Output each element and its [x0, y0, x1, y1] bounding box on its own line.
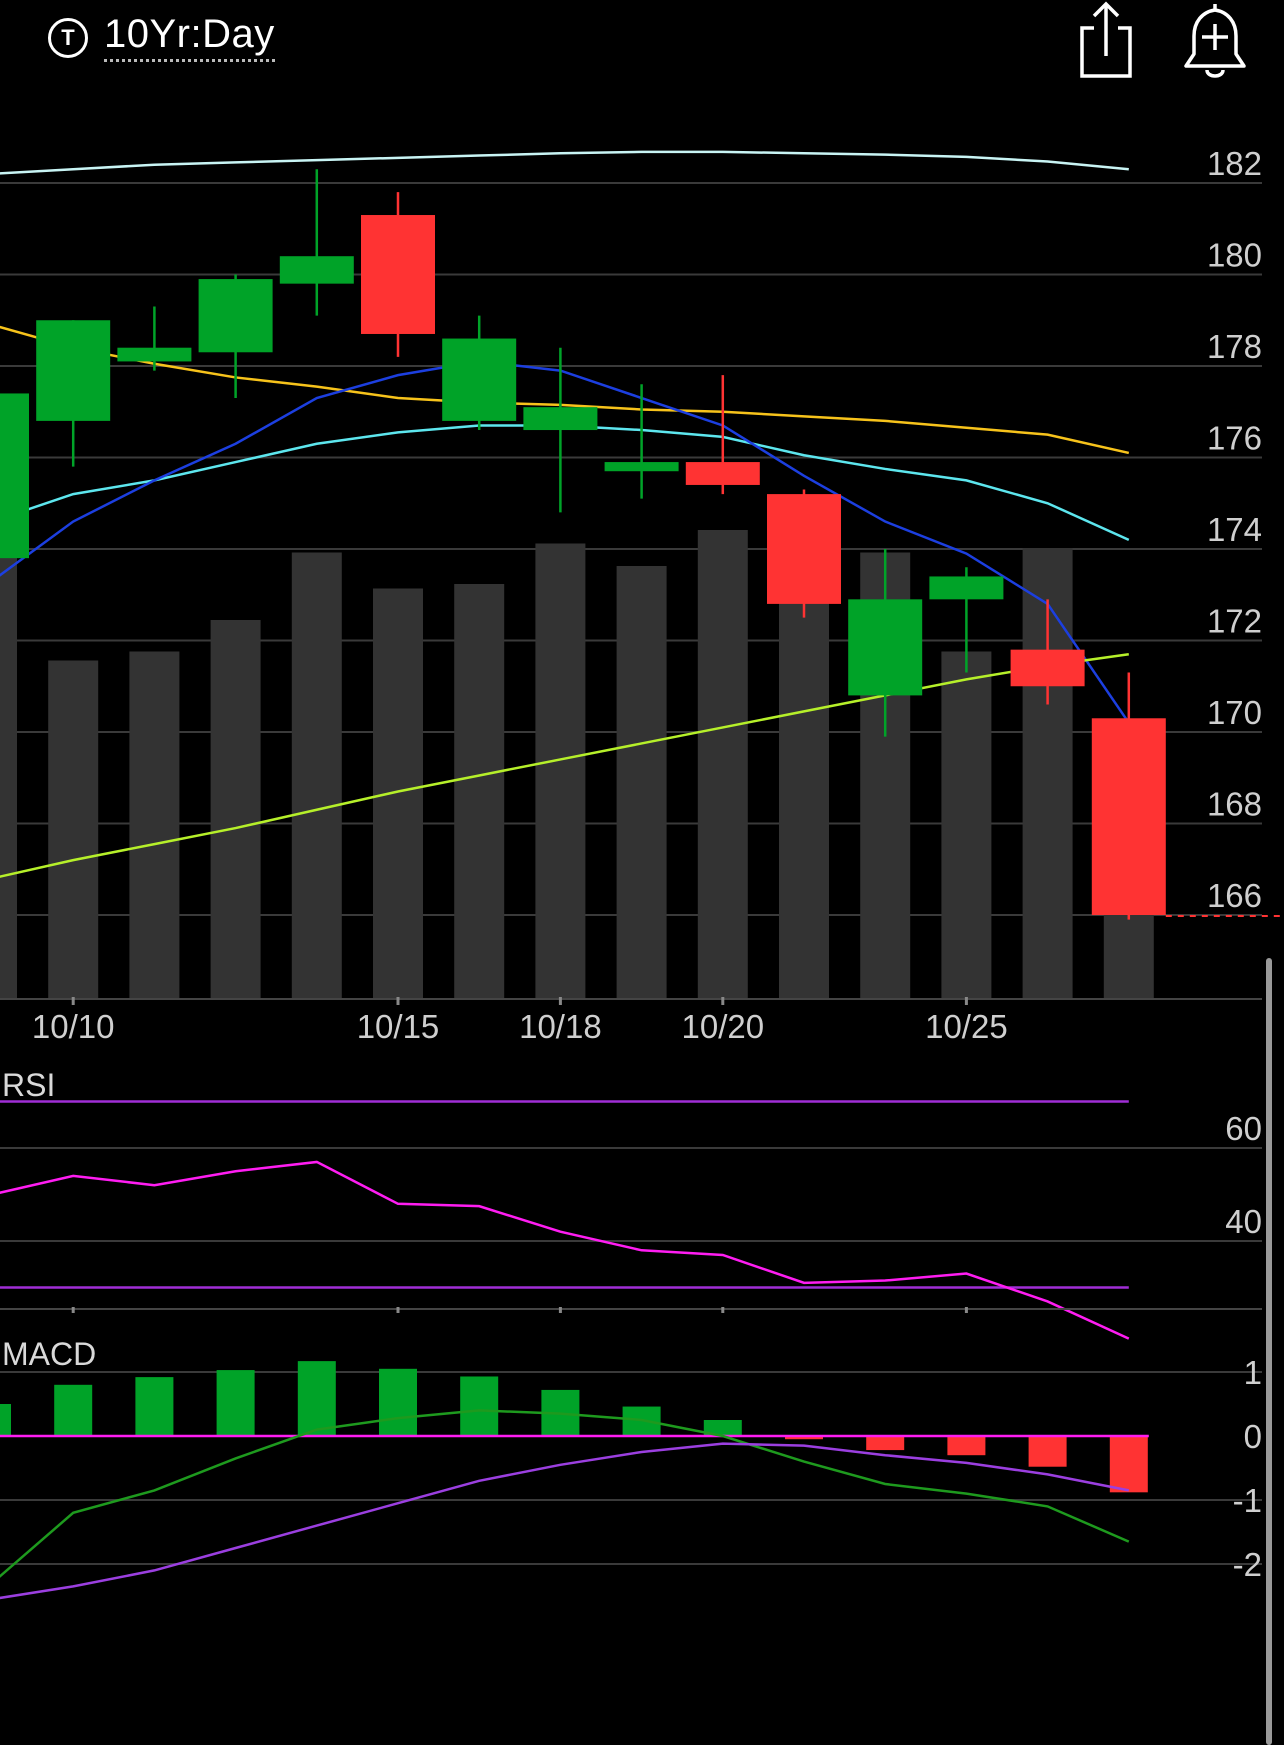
macd-histogram-bar: [135, 1377, 174, 1436]
price-tick-label: 166: [1207, 877, 1262, 914]
moving-average-line: [0, 424, 1130, 541]
macd-histogram-bar: [866, 1436, 905, 1451]
macd-signal-line: [0, 1442, 1130, 1600]
macd-histogram-bar: [0, 1404, 11, 1436]
volume-bar: [1103, 912, 1154, 998]
share-button[interactable]: [1076, 0, 1136, 82]
macd-tick-label: 0: [1244, 1418, 1262, 1455]
moving-average-line: [0, 150, 1129, 175]
header: T 10Yr:Day: [0, 0, 1284, 90]
macd-histogram-bar: [703, 1420, 742, 1436]
macd-histogram-bar: [1109, 1436, 1148, 1493]
volume-bar: [941, 651, 992, 998]
symbol-t-icon[interactable]: T: [48, 18, 88, 58]
macd-panel: MACD 1 0 -1 -2: [0, 1336, 1262, 1600]
volume-bar: [779, 561, 829, 998]
rsi-panel: RSI 60 40: [0, 1067, 1262, 1340]
candle-body: [36, 320, 111, 421]
macd-histogram-bar: [785, 1436, 823, 1440]
candlesticks: [0, 169, 1282, 920]
macd-histogram-bar: [460, 1376, 499, 1436]
macd-histogram-bar: [1028, 1436, 1067, 1467]
volume-bar: [291, 552, 342, 998]
rsi-label: RSI: [2, 1067, 55, 1103]
volume-bar: [0, 548, 17, 998]
date-tick-label: 10/10: [32, 1008, 115, 1045]
macd-label: MACD: [2, 1336, 96, 1372]
price-tick-label: 172: [1207, 603, 1262, 640]
macd-histogram-bar: [947, 1436, 986, 1456]
rsi-line: [0, 1160, 1130, 1340]
price-tick-label: 180: [1207, 237, 1262, 274]
candle-body: [361, 215, 435, 334]
candle-body: [685, 462, 760, 485]
moving-average-line: [0, 652, 1129, 878]
macd-histogram-bar: [216, 1370, 255, 1436]
rsi-tick-label: 60: [1225, 1110, 1262, 1147]
price-axis: 182 180 178 176 174 172 170 168 166: [1207, 145, 1262, 914]
price-tick-label: 176: [1207, 420, 1262, 457]
date-tick-label: 10/18: [519, 1008, 602, 1045]
macd-line: [0, 1409, 1130, 1578]
add-alert-button[interactable]: [1180, 0, 1250, 82]
macd-histogram-bar: [622, 1406, 661, 1436]
macd-tick-label: 1: [1244, 1354, 1262, 1391]
volume-bar: [48, 660, 99, 998]
candle-body: [1091, 718, 1166, 915]
candle-body: [0, 393, 29, 559]
candle-body: [117, 347, 192, 362]
macd-histogram-bar: [297, 1361, 336, 1436]
price-tick-label: 170: [1207, 694, 1262, 731]
price-tick-label: 174: [1207, 511, 1262, 548]
price-tick-label: 168: [1207, 786, 1262, 823]
macd-histogram-bar: [379, 1368, 417, 1436]
volume-bar: [210, 620, 261, 998]
price-tick-label: 178: [1207, 328, 1262, 365]
volume-bars: [0, 530, 1154, 998]
candle-body: [442, 338, 517, 421]
candle-body: [279, 256, 354, 284]
volume-bar: [535, 543, 586, 998]
moving-average-line: [0, 325, 1130, 455]
volume-bar: [697, 530, 748, 998]
macd-histogram-bar: [54, 1384, 93, 1436]
bell-plus-icon: [1184, 4, 1246, 78]
volume-bar: [454, 584, 505, 998]
date-tick-label: 10/25: [925, 1008, 1008, 1045]
volume-bar: [616, 566, 667, 998]
share-icon: [1080, 1, 1132, 78]
macd-tick-label: -1: [1233, 1482, 1262, 1519]
date-tick-label: 10/20: [682, 1008, 765, 1045]
macd-tick-label: -2: [1233, 1546, 1262, 1583]
candle-body: [767, 494, 841, 604]
volume-bar: [129, 651, 180, 998]
vertical-scrollbar[interactable]: [1266, 958, 1272, 1745]
date-tick-label: 10/15: [357, 1008, 440, 1045]
candle-body: [1010, 649, 1085, 687]
volume-bar: [373, 588, 423, 998]
candle-body: [604, 462, 679, 472]
candle-body: [198, 279, 273, 353]
candle-body: [523, 407, 598, 431]
candle-body: [848, 599, 923, 696]
rsi-tick-label: 40: [1225, 1203, 1262, 1240]
chart-period-title[interactable]: 10Yr:Day: [104, 12, 275, 62]
price-tick-label: 182: [1207, 145, 1262, 182]
moving-average-lines: [0, 150, 1130, 878]
date-axis: 10/10 10/15 10/18 10/20 10/25: [0, 997, 1262, 1045]
candle-body: [929, 576, 1004, 600]
